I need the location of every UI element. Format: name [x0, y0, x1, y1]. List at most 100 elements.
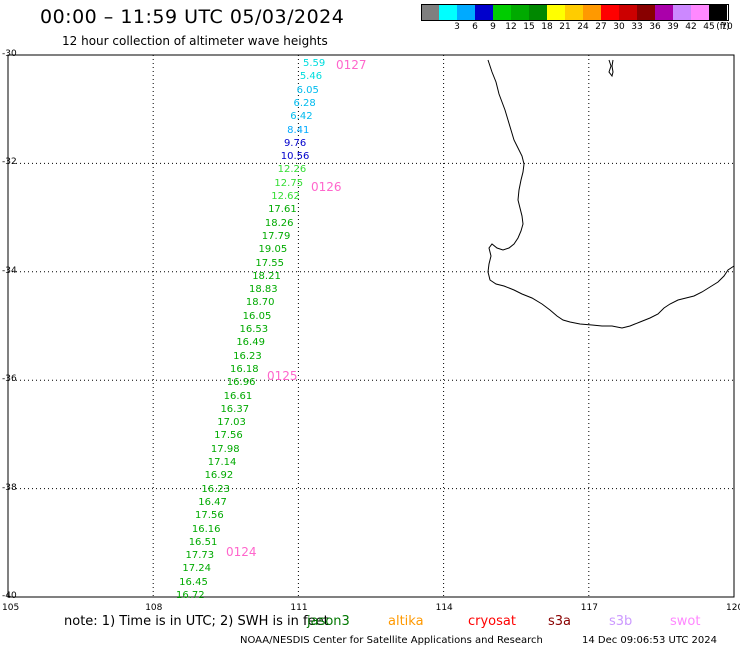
wave-height-value: 16.23	[233, 350, 262, 362]
wave-height-value: 17.55	[255, 257, 285, 269]
lat-lon-grid	[8, 55, 734, 597]
legend-tick-label: 21	[559, 22, 571, 32]
lat-label: -32	[2, 157, 17, 168]
legend-swatch	[565, 5, 583, 20]
wave-height-value: 6.05	[296, 84, 319, 96]
legend-tick-label: 42	[685, 22, 697, 32]
wave-height-value: 5.59	[303, 58, 326, 69]
legend-swatch	[655, 5, 673, 20]
satellite-name: altika	[388, 614, 424, 629]
satellite-name: s3a	[548, 614, 572, 629]
lat-label: -36	[2, 374, 17, 385]
satellite-name: jason3	[307, 614, 350, 629]
wave-height-value: 9.76	[283, 137, 307, 149]
legend-tick-label: 39	[667, 22, 679, 32]
wave-height-value: 16.72	[176, 590, 205, 601]
legend-tick-label: 3	[454, 22, 460, 32]
lon-label: 108	[145, 603, 163, 613]
wave-height-value: 16.45	[179, 576, 208, 588]
footer-note: note: 1) Time is in UTC; 2) SWH is in fe…	[64, 614, 329, 629]
legend-tick-label: 24	[577, 22, 589, 32]
legend-swatch	[511, 5, 529, 20]
pass-number-label: 0124	[226, 545, 257, 559]
coastline-detail	[608, 59, 614, 78]
wave-height-value: 19.05	[258, 244, 288, 256]
credit-line: NOAA/NESDIS Center for Satellite Applica…	[240, 635, 543, 646]
lat-label: -34	[2, 265, 17, 276]
wave-height-value: 16.05	[242, 310, 272, 322]
legend-tick-label: 30	[613, 22, 625, 32]
wave-height-value: 5.46	[299, 71, 323, 83]
legend-tick-label: 18	[541, 22, 553, 32]
wave-height-value: 6.28	[293, 97, 316, 109]
legend-swatch	[457, 5, 475, 20]
wave-height-value: 16.92	[204, 470, 234, 482]
legend-swatch	[475, 5, 493, 20]
wave-height-value: 17.14	[207, 457, 237, 468]
wave-height-value: 17.79	[261, 230, 291, 242]
wave-height-value: 16.16	[191, 523, 221, 535]
legend-swatch	[529, 5, 547, 20]
legend-tick-label: 12	[505, 22, 517, 32]
legend-unit-label: (ft)	[716, 22, 730, 32]
legend-swatch	[673, 5, 691, 20]
legend-swatch	[547, 5, 565, 20]
wave-height-value: 16.47	[198, 496, 227, 508]
wave-height-value: 12.26	[277, 164, 307, 176]
legend-swatch	[439, 5, 457, 20]
legend-swatch	[601, 5, 619, 20]
wave-height-value: 16.23	[201, 483, 231, 495]
map-frame	[7, 54, 735, 598]
wave-height-value: 16.37	[220, 403, 250, 415]
note-text: note: 1) Time is in UTC; 2) SWH is in fe…	[64, 614, 329, 629]
legend-tick-label: 33	[631, 22, 643, 32]
wave-height-value: 17.61	[268, 204, 297, 216]
pass-number-label: 0125	[267, 369, 298, 383]
legend-swatch	[709, 5, 727, 20]
legend-swatch	[619, 5, 637, 20]
legend-swatch	[583, 5, 601, 20]
lon-label: 114	[435, 603, 453, 613]
lat-label: -38	[2, 482, 17, 493]
wave-height-value: 12.75	[274, 177, 304, 189]
legend-tick-label: 15	[523, 22, 535, 32]
wave-height-value: 17.56	[214, 430, 243, 442]
legend-swatch	[421, 5, 439, 20]
legend-frame	[421, 4, 729, 21]
wave-height-value: 6.42	[290, 111, 313, 123]
legend-tick-label: 6	[472, 22, 478, 32]
lon-label: 111	[290, 603, 308, 613]
wave-height-value: 17.98	[210, 443, 240, 455]
generated-timestamp: 14 Dec 09:06:53 UTC 2024	[582, 635, 717, 646]
wave-height-value: 16.53	[239, 324, 269, 335]
legend-tick-label: 70	[721, 22, 733, 32]
wave-height-value: 18.21	[252, 270, 281, 282]
wave-height-value: 17.03	[217, 417, 246, 429]
wave-height-value: 18.83	[249, 284, 278, 296]
wave-height-value: 16.61	[223, 390, 253, 402]
wave-height-value: 12.62	[271, 191, 300, 202]
wave-height-value: 8.41	[287, 124, 310, 136]
chart-title: 00:00 – 11:59 UTC 05/03/2024	[40, 6, 345, 28]
legend-tick-label: 27	[595, 22, 607, 32]
lat-label: -40	[2, 591, 17, 601]
wave-height-value: 17.73	[185, 550, 215, 562]
satellite-name: cryosat	[468, 614, 516, 629]
wave-height-value: 16.18	[229, 363, 259, 375]
lat-label: -30	[2, 49, 17, 59]
wave-height-value: 16.51	[188, 536, 218, 548]
legend-swatch	[637, 5, 655, 20]
legend-tick-label: 9	[490, 22, 496, 32]
legend-swatch	[493, 5, 511, 20]
pass-number-label: 0126	[311, 180, 342, 194]
legend-tick-label: 36	[649, 22, 661, 32]
wave-height-value: 10.56	[280, 151, 310, 163]
satellite-name: swot	[670, 614, 701, 629]
wave-height-value: 17.24	[182, 563, 211, 575]
legend-swatch	[691, 5, 709, 20]
wave-height-value: 16.96	[226, 377, 256, 389]
wave-height-value: 17.56	[195, 510, 224, 522]
chart-subtitle: 12 hour collection of altimeter wave hei…	[62, 34, 328, 48]
lon-label: 117	[580, 603, 598, 613]
